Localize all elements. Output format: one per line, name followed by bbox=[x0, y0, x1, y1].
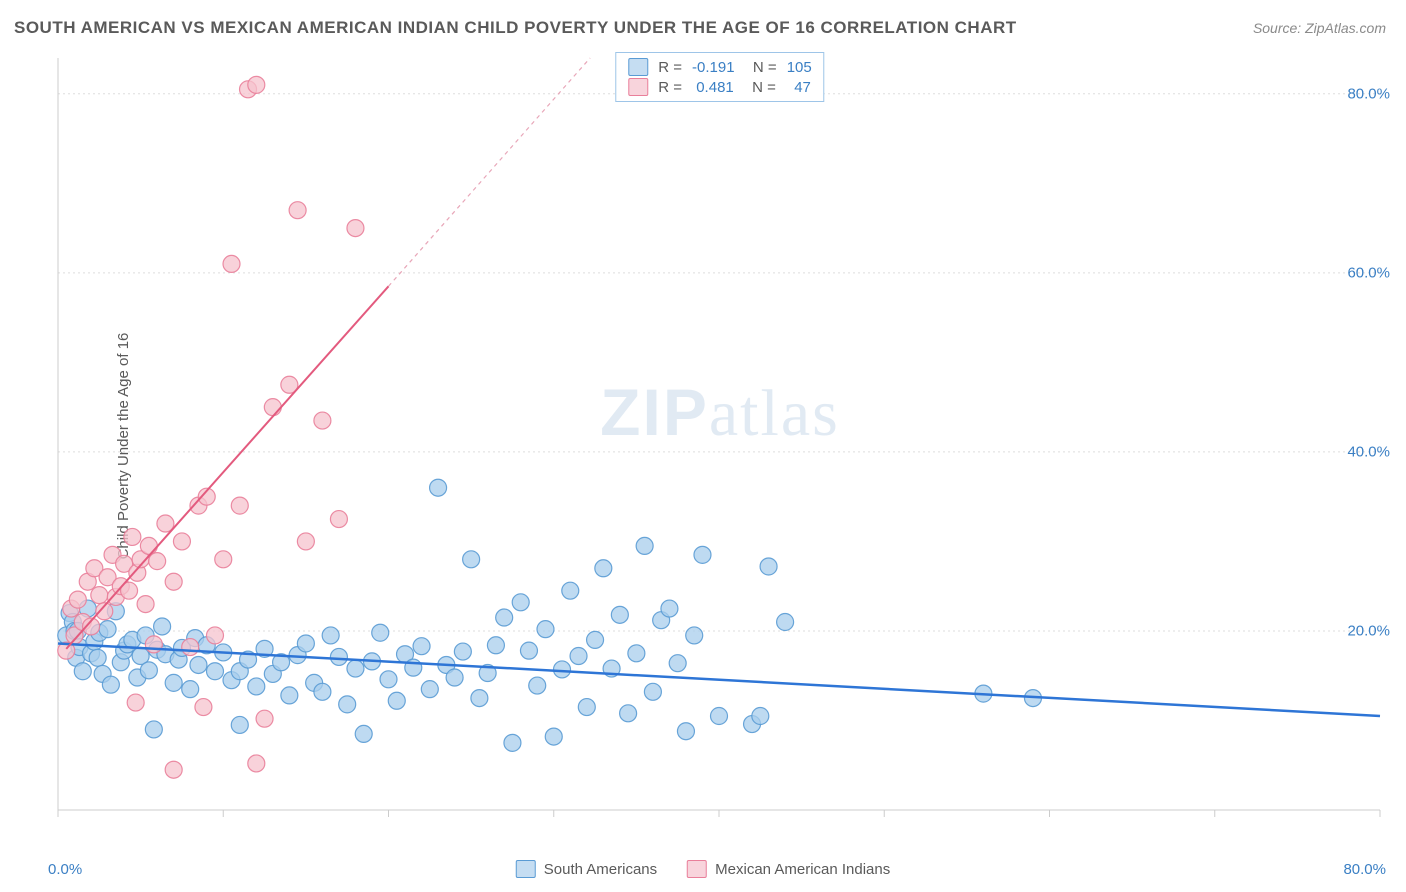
swatch-pink-icon bbox=[628, 78, 648, 96]
stat-n-value-pink: 47 bbox=[786, 79, 811, 96]
stats-legend-box: R = -0.191 N = 105 R = 0.481 N = 47 bbox=[615, 52, 824, 102]
scatter-chart bbox=[50, 50, 1390, 840]
stats-row-blue: R = -0.191 N = 105 bbox=[628, 57, 811, 77]
swatch-blue-icon bbox=[516, 860, 536, 878]
x-axis-max-label: 80.0% bbox=[1343, 861, 1386, 878]
swatch-blue-icon bbox=[628, 58, 648, 76]
y-tick-label: 60.0% bbox=[1347, 264, 1390, 281]
stats-row-pink: R = 0.481 N = 47 bbox=[628, 77, 811, 97]
legend-bottom: South Americans Mexican American Indians bbox=[516, 860, 891, 878]
stat-r-value-pink: 0.481 bbox=[692, 79, 734, 96]
x-axis-min-label: 0.0% bbox=[48, 861, 82, 878]
y-tick-label: 40.0% bbox=[1347, 443, 1390, 460]
source-attribution: Source: ZipAtlas.com bbox=[1253, 20, 1386, 36]
legend-item-blue: South Americans bbox=[516, 860, 657, 878]
stat-n-value-blue: 105 bbox=[787, 59, 812, 76]
y-tick-label: 80.0% bbox=[1347, 85, 1390, 102]
legend-label-blue: South Americans bbox=[544, 861, 657, 878]
stat-r-value-blue: -0.191 bbox=[692, 59, 735, 76]
plot-area: R = -0.191 N = 105 R = 0.481 N = 47 ZIPa… bbox=[50, 50, 1390, 840]
stat-r-label: R = bbox=[658, 79, 682, 96]
stat-n-label: N = bbox=[745, 59, 777, 76]
legend-item-pink: Mexican American Indians bbox=[687, 860, 890, 878]
stat-r-label: R = bbox=[658, 59, 682, 76]
legend-label-pink: Mexican American Indians bbox=[715, 861, 890, 878]
stat-n-label: N = bbox=[744, 79, 776, 96]
chart-title: SOUTH AMERICAN VS MEXICAN AMERICAN INDIA… bbox=[14, 18, 1017, 38]
swatch-pink-icon bbox=[687, 860, 707, 878]
y-tick-label: 20.0% bbox=[1347, 622, 1390, 639]
